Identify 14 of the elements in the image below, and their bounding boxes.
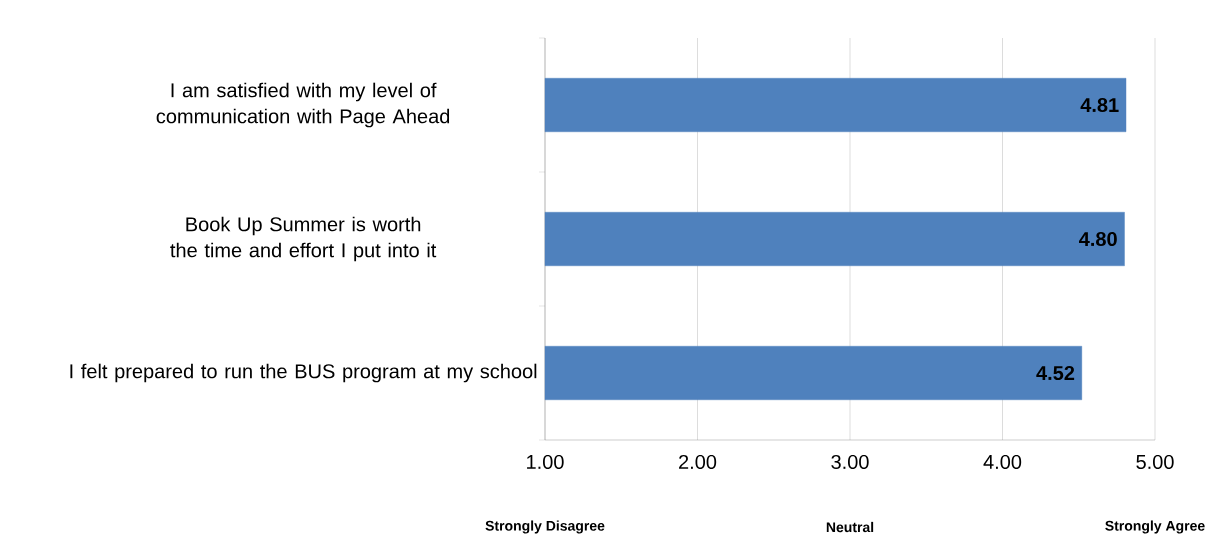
text: Neutral xyxy=(826,521,874,533)
data-label: 4.81 xyxy=(1080,97,1119,113)
text: Strongly Agree xyxy=(1105,520,1205,534)
x-tick-label: 2.00 xyxy=(679,454,717,470)
x-tick-label: 5.00 xyxy=(1136,454,1174,470)
x-tick-label: 4.00 xyxy=(983,454,1022,470)
y-tick-label: I felt prepared to run the BUS program at my school xyxy=(70,363,537,383)
x-tick-label: 1.00 xyxy=(527,454,564,470)
text: Strongly Disagree xyxy=(485,520,605,534)
x-tick-label: 3.00 xyxy=(831,454,869,470)
data-label: 4.52 xyxy=(1036,365,1075,381)
y-tick-label: Book Up Summer is worth the time and effort I put into it xyxy=(170,216,437,262)
y-tick-label: I am satisfied with my level of communication with Page Ahead xyxy=(156,82,450,128)
data-label: 4.80 xyxy=(1079,231,1117,247)
